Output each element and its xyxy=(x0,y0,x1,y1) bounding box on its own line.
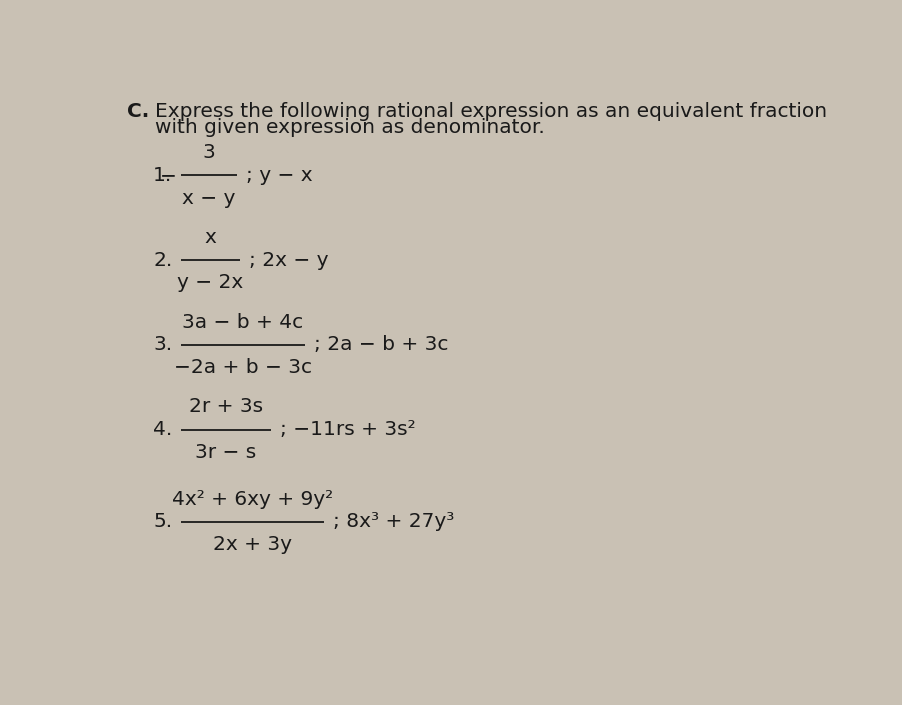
Text: −: − xyxy=(160,166,176,185)
Text: 3a − b + 4c: 3a − b + 4c xyxy=(182,313,303,332)
Text: with given expression as denominator.: with given expression as denominator. xyxy=(155,118,545,137)
Text: −2a + b − 3c: −2a + b − 3c xyxy=(174,358,312,377)
Text: 2r + 3s: 2r + 3s xyxy=(189,398,263,417)
Text: ; y − x: ; y − x xyxy=(246,166,313,185)
Text: 4.: 4. xyxy=(153,420,172,439)
Text: ; −11rs + 3s²: ; −11rs + 3s² xyxy=(281,420,416,439)
Text: 3.: 3. xyxy=(153,336,172,355)
Text: 2.: 2. xyxy=(153,251,172,269)
Text: ; 2x − y: ; 2x − y xyxy=(249,251,328,269)
Text: 1.: 1. xyxy=(153,166,172,185)
Text: 4x² + 6xy + 9y²: 4x² + 6xy + 9y² xyxy=(171,490,333,509)
Text: x − y: x − y xyxy=(182,188,235,207)
Text: C.: C. xyxy=(126,102,149,121)
Text: x: x xyxy=(205,228,216,247)
Text: 5.: 5. xyxy=(153,513,172,532)
Text: ; 2a − b + 3c: ; 2a − b + 3c xyxy=(314,336,448,355)
Text: 3r − s: 3r − s xyxy=(195,443,256,462)
Text: y − 2x: y − 2x xyxy=(178,274,244,293)
Text: ; 8x³ + 27y³: ; 8x³ + 27y³ xyxy=(333,513,455,532)
Text: 2x + 3y: 2x + 3y xyxy=(213,535,291,554)
Text: 3: 3 xyxy=(202,143,216,162)
Text: Express the following rational expression as an equivalent fraction: Express the following rational expressio… xyxy=(155,102,827,121)
